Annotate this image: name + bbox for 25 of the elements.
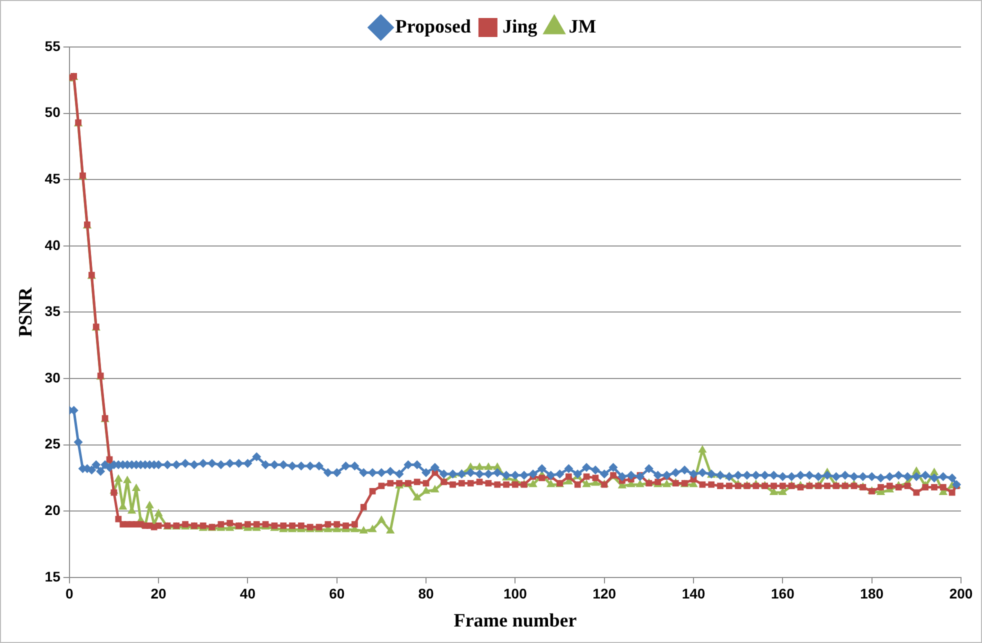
y-tick-label: 40: [44, 236, 61, 253]
x-tick-label: 60: [329, 586, 345, 602]
x-tick-label: 40: [240, 586, 256, 602]
y-tick-label: 15: [44, 568, 61, 584]
x-tick-label: 20: [150, 586, 167, 602]
y-tick-label: 25: [44, 436, 61, 452]
y-tick-label: 45: [44, 170, 61, 186]
y-axis-title: PSNR: [15, 287, 36, 338]
x-tick-label: 100: [504, 586, 528, 602]
legend-label: JM: [568, 16, 596, 38]
x-tick-label: 80: [418, 586, 434, 602]
legend-label: Jing: [502, 16, 538, 38]
x-tick-label: 120: [592, 586, 616, 602]
y-tick-label: 20: [44, 502, 61, 518]
x-tick-label: 140: [682, 586, 706, 602]
legend-label: Proposed: [395, 16, 472, 38]
y-tick-label: 35: [44, 303, 61, 320]
x-tick-label: 0: [65, 586, 74, 602]
y-tick-label: 50: [44, 104, 61, 120]
x-tick-label: 180: [860, 586, 884, 602]
y-tick-label: 30: [44, 369, 61, 386]
x-axis-title: Frame number: [454, 610, 578, 632]
y-tick-label: 55: [44, 38, 61, 54]
x-tick-label: 200: [949, 586, 973, 602]
x-tick-label: 160: [770, 586, 795, 602]
